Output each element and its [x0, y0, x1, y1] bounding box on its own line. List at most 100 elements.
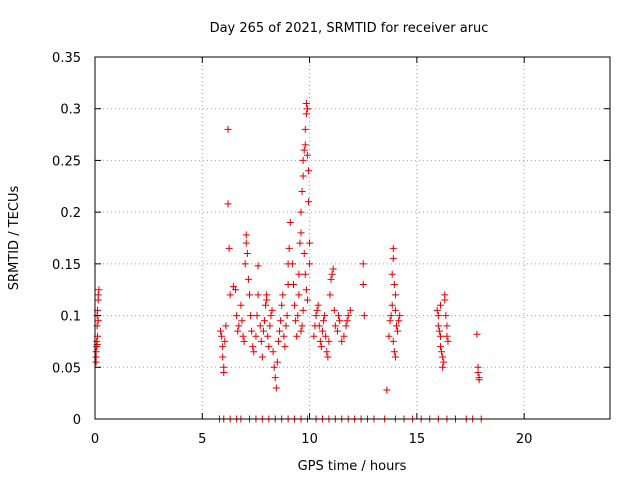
- data-point: [238, 317, 246, 325]
- data-point: [258, 353, 266, 361]
- data-point: [389, 244, 397, 252]
- data-point: [259, 327, 267, 335]
- data-point: [436, 332, 444, 340]
- y-tick-label: 0.15: [52, 258, 81, 273]
- data-point: [389, 255, 397, 263]
- data-point: [299, 172, 307, 180]
- data-point: [296, 239, 304, 247]
- data-point: [252, 332, 260, 340]
- data-point: [434, 322, 442, 330]
- data-point: [391, 291, 399, 299]
- y-tick-label: 0.3: [60, 103, 81, 118]
- data-point: [340, 332, 348, 340]
- data-point: [322, 332, 330, 340]
- data-point: [317, 343, 325, 351]
- data-point: [218, 332, 226, 340]
- data-point: [253, 312, 261, 320]
- data-point: [329, 265, 337, 273]
- data-point: [266, 322, 274, 330]
- data-point: [333, 327, 341, 335]
- data-point: [433, 306, 441, 314]
- data-point: [385, 332, 393, 340]
- data-point: [302, 110, 310, 118]
- data-point: [280, 332, 288, 340]
- data-point: [306, 239, 314, 247]
- data-point: [436, 301, 444, 309]
- data-point: [436, 343, 444, 351]
- data-point: [273, 358, 281, 366]
- y-axis-label: SRMTID / TECUs: [7, 186, 22, 291]
- data-point: [346, 306, 354, 314]
- x-tick-label: 5: [198, 432, 206, 447]
- data-point: [443, 322, 451, 330]
- data-point: [219, 353, 227, 361]
- data-point: [359, 281, 367, 289]
- data-point: [297, 229, 305, 237]
- data-point: [243, 250, 251, 258]
- data-point: [239, 332, 247, 340]
- data-point: [305, 167, 313, 175]
- data-point: [314, 301, 322, 309]
- data-point: [240, 337, 248, 345]
- data-point: [324, 353, 332, 361]
- data-point: [298, 187, 306, 195]
- data-point: [278, 301, 286, 309]
- data-point: [475, 376, 483, 384]
- data-point: [389, 337, 397, 345]
- data-point: [262, 301, 270, 309]
- data-point: [288, 260, 296, 268]
- data-point: [299, 156, 307, 164]
- data-point: [254, 262, 262, 270]
- data-point: [444, 337, 452, 345]
- data-point: [439, 353, 447, 361]
- data-point: [443, 332, 451, 340]
- data-point: [301, 125, 309, 133]
- data-point: [439, 363, 447, 371]
- data-point: [221, 337, 229, 345]
- data-point: [283, 312, 291, 320]
- data-point: [435, 327, 443, 335]
- x-tick-label: 15: [409, 432, 426, 447]
- data-point: [279, 291, 287, 299]
- data-point: [292, 317, 300, 325]
- data-point: [295, 270, 303, 278]
- data-point: [289, 281, 297, 289]
- data-point: [295, 291, 303, 299]
- data-point: [235, 322, 243, 330]
- data-point: [241, 260, 249, 268]
- data-point: [286, 218, 294, 226]
- data-point: [301, 141, 309, 149]
- data-point: [272, 384, 280, 392]
- data-point: [312, 312, 320, 320]
- data-point: [247, 312, 255, 320]
- data-point: [281, 343, 289, 351]
- data-point: [249, 343, 257, 351]
- data-point: [264, 332, 272, 340]
- data-point: [226, 291, 234, 299]
- data-point: [256, 322, 264, 330]
- data-point: [297, 327, 305, 335]
- data-point: [335, 312, 343, 320]
- data-point: [386, 317, 394, 325]
- data-point: [224, 125, 232, 133]
- data-point: [359, 260, 367, 268]
- data-point: [271, 374, 279, 382]
- data-point: [330, 306, 338, 314]
- data-point: [390, 281, 398, 289]
- data-point: [291, 301, 299, 309]
- data-point: [95, 286, 103, 294]
- data-point: [316, 337, 324, 345]
- data-point: [396, 312, 404, 320]
- data-point: [274, 337, 282, 345]
- data-point: [321, 312, 329, 320]
- data-point: [299, 306, 307, 314]
- data-point: [327, 275, 335, 283]
- data-point: [302, 100, 310, 108]
- data-point: [261, 317, 269, 325]
- data-point: [224, 200, 232, 208]
- y-tick-label: 0.1: [60, 310, 81, 325]
- data-point: [318, 327, 326, 335]
- data-point: [297, 208, 305, 216]
- data-point: [219, 343, 227, 351]
